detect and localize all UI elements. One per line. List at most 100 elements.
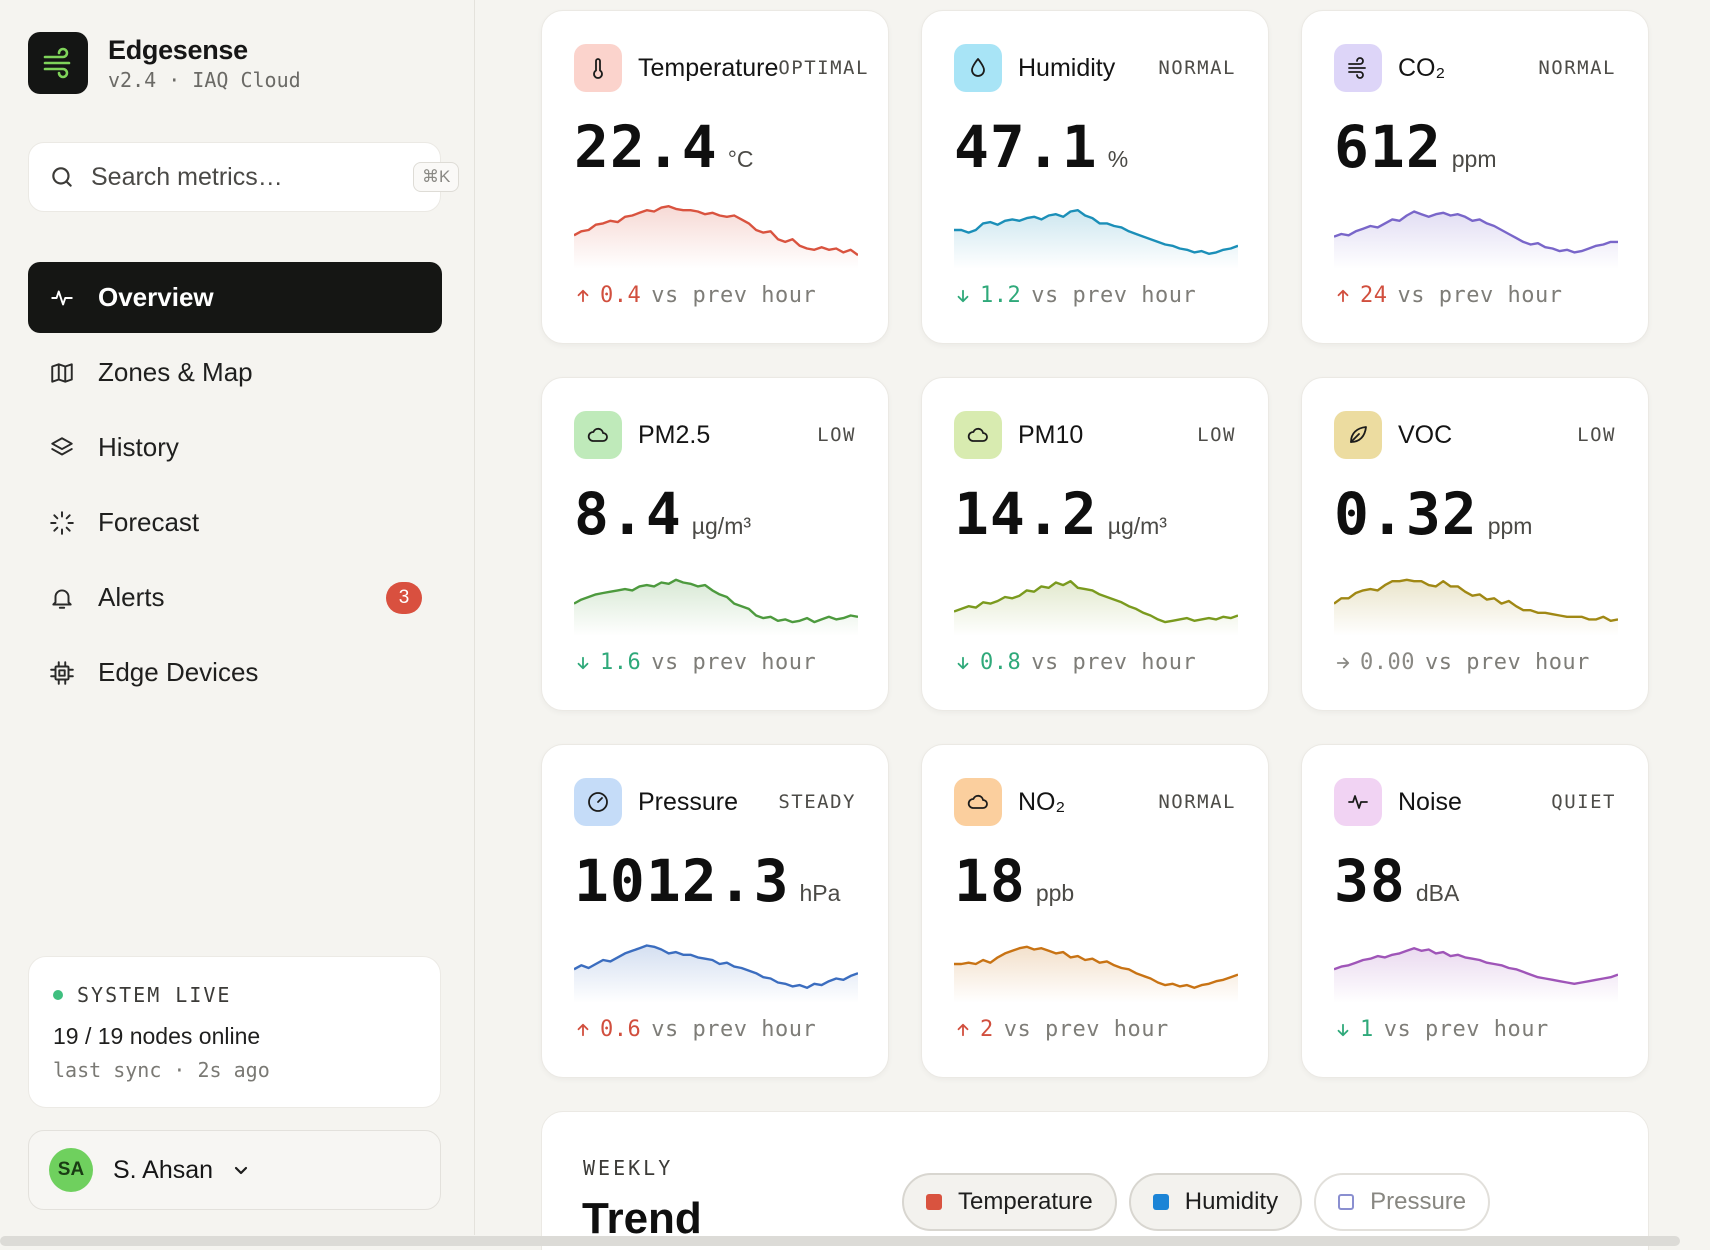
wind-logo-icon bbox=[43, 47, 71, 79]
metric-icon-badge bbox=[574, 44, 622, 92]
metric-icon-badge bbox=[954, 411, 1002, 459]
metric-name: PM2.5 bbox=[638, 420, 711, 449]
metric-sparkline bbox=[1334, 210, 1618, 269]
legend-toggle-pressure[interactable]: Pressure bbox=[1314, 1173, 1491, 1231]
brand[interactable]: Edgesense v2.4 · IAQ Cloud bbox=[28, 32, 301, 94]
sidebar-item-label: Overview bbox=[98, 282, 214, 312]
search-input[interactable] bbox=[91, 162, 413, 192]
sparkline-area bbox=[1334, 579, 1618, 636]
metric-name: Humidity bbox=[1018, 53, 1116, 82]
arrow-up-icon bbox=[957, 1023, 969, 1036]
metric-unit: ppm bbox=[1451, 146, 1497, 172]
system-status-card: SYSTEM LIVE 19 / 19 nodes online last sy… bbox=[28, 956, 441, 1108]
metric-icon-badge bbox=[954, 778, 1002, 826]
legend-swatch bbox=[1338, 1194, 1355, 1210]
legend-toggle-humidity[interactable]: Humidity bbox=[1128, 1173, 1303, 1231]
sidebar-item-forecast[interactable]: Forecast bbox=[28, 487, 442, 558]
sidebar-item-label: Forecast bbox=[98, 507, 200, 537]
arrow-up-icon bbox=[1337, 289, 1349, 302]
metric-value: 38 bbox=[1334, 847, 1406, 915]
metric-delta: 1.6 vs prev hour bbox=[574, 650, 816, 675]
activity-icon bbox=[51, 290, 73, 305]
alerts-count-badge: 3 bbox=[386, 581, 422, 614]
metric-status: LOW bbox=[1577, 424, 1616, 446]
metric-name: PM10 bbox=[1018, 420, 1084, 449]
metric-unit: % bbox=[1107, 146, 1129, 172]
sparkline-area bbox=[954, 581, 1238, 636]
metric-unit: ppb bbox=[1035, 880, 1075, 906]
metric-card-co2[interactable]: CO₂ NORMAL 612 ppm 24 vs prev hour bbox=[1301, 10, 1649, 344]
metric-sparkline bbox=[954, 945, 1238, 1003]
metric-name: Pressure bbox=[638, 787, 739, 816]
search-shortcut: ⌘K bbox=[413, 162, 460, 192]
metric-card-temperature[interactable]: Temperature OPTIMAL 22.4 °C 0.4 vs prev hour bbox=[541, 10, 889, 344]
metric-unit: hPa bbox=[799, 880, 841, 906]
thermometer-icon bbox=[593, 58, 603, 79]
sidebar-item-edge-devices[interactable]: Edge Devices bbox=[28, 637, 442, 708]
metric-unit: °C bbox=[727, 146, 754, 172]
search-box[interactable]: ⌘K bbox=[28, 142, 460, 212]
metric-card-pressure[interactable]: Pressure STEADY 1012.3 hPa 0.6 vs prev hour bbox=[541, 744, 889, 1078]
leaf-icon bbox=[1350, 426, 1367, 443]
metric-card-pm2-5[interactable]: PM2.5 LOW 8.4 µg/m³ 1.6 vs prev hour bbox=[541, 377, 889, 711]
sidebar-item-label: Edge Devices bbox=[98, 657, 259, 687]
arrow-flat-icon bbox=[1336, 657, 1350, 668]
metric-icon-badge bbox=[1334, 778, 1382, 826]
arrow-down-icon bbox=[1337, 1023, 1349, 1036]
metric-sparkline bbox=[954, 209, 1238, 269]
last-sync: last sync · 2s ago bbox=[53, 1058, 270, 1082]
sparkline-area bbox=[574, 945, 858, 1003]
user-menu[interactable]: SA S. Ahsan bbox=[28, 1130, 441, 1210]
app-logo bbox=[28, 32, 88, 94]
wind-icon bbox=[1348, 57, 1366, 79]
legend-label: Humidity bbox=[1184, 1188, 1279, 1215]
delta-value: 0.4 bbox=[600, 283, 642, 308]
horizontal-scrollbar[interactable] bbox=[0, 1236, 1680, 1246]
metric-icon-badge bbox=[1334, 44, 1382, 92]
delta-label: vs prev hour bbox=[1397, 283, 1563, 308]
delta-label: vs prev hour bbox=[1031, 283, 1197, 308]
user-name: S. Ahsan bbox=[113, 1155, 214, 1184]
arrow-down-icon bbox=[577, 656, 589, 669]
metric-card-humidity[interactable]: Humidity NORMAL 47.1% 1.2 vs prev hour bbox=[921, 10, 1269, 344]
legend-swatch bbox=[926, 1194, 942, 1210]
metric-card-pm10[interactable]: PM10 LOW 14.2 µg/m³ 0.8 vs prev hour bbox=[921, 377, 1269, 711]
weekly-trend-panel: WEEKLY Trend Temperature Humidity Pressure bbox=[541, 1111, 1649, 1250]
legend-label: Pressure bbox=[1370, 1188, 1467, 1215]
sparkline-line bbox=[954, 580, 1238, 624]
sparkline-area bbox=[954, 946, 1238, 1003]
sidebar-item-overview[interactable]: Overview bbox=[28, 262, 442, 333]
chip-icon bbox=[50, 660, 74, 685]
metric-sparkline bbox=[574, 944, 858, 1003]
layers-icon bbox=[51, 436, 73, 455]
metric-icon-badge bbox=[574, 778, 622, 826]
delta-label: vs prev hour bbox=[1424, 650, 1590, 675]
metric-card-no2[interactable]: NO₂ NORMAL 18 ppb 2 vs prev hour bbox=[921, 744, 1269, 1078]
delta-value: 2 bbox=[980, 1017, 994, 1042]
metric-card-noise[interactable]: Noise QUIET 38 dBA 1 vs prev hour bbox=[1301, 744, 1649, 1078]
sidebar-item-history[interactable]: History bbox=[28, 412, 442, 483]
sidebar: Edgesense v2.4 · IAQ Cloud ⌘K Overview Zo… bbox=[0, 0, 475, 1235]
metric-status: NORMAL bbox=[1538, 57, 1616, 79]
legend-swatch bbox=[1152, 1194, 1169, 1210]
delta-value: 0.6 bbox=[600, 1017, 642, 1042]
sparkline-line bbox=[574, 578, 858, 624]
arrow-up-icon bbox=[577, 289, 589, 302]
legend-toggle-temperature[interactable]: Temperature bbox=[902, 1173, 1117, 1231]
metric-name: NO₂ bbox=[1018, 787, 1066, 816]
gauge-icon bbox=[588, 792, 608, 812]
metric-value: 612 bbox=[1334, 113, 1442, 181]
metric-unit: µg/m³ bbox=[1107, 513, 1167, 539]
metric-sparkline bbox=[574, 578, 858, 636]
sidebar-item-zones-map[interactable]: Zones & Map bbox=[28, 337, 442, 408]
cloud-icon bbox=[967, 427, 988, 442]
delta-value: 0.00 bbox=[1360, 650, 1415, 675]
metric-unit: dBA bbox=[1415, 880, 1460, 906]
delta-label: vs prev hour bbox=[1031, 650, 1197, 675]
sidebar-item-alerts[interactable]: Alerts 3 bbox=[28, 562, 442, 633]
delta-value: 1.2 bbox=[980, 283, 1022, 308]
metric-name: Noise bbox=[1398, 787, 1462, 816]
metric-card-voc[interactable]: VOC LOW 0.32 ppm 0.00 vs prev hour bbox=[1301, 377, 1649, 711]
metric-delta: 1 vs prev hour bbox=[1334, 1017, 1549, 1042]
legend-label: Temperature bbox=[958, 1188, 1093, 1215]
